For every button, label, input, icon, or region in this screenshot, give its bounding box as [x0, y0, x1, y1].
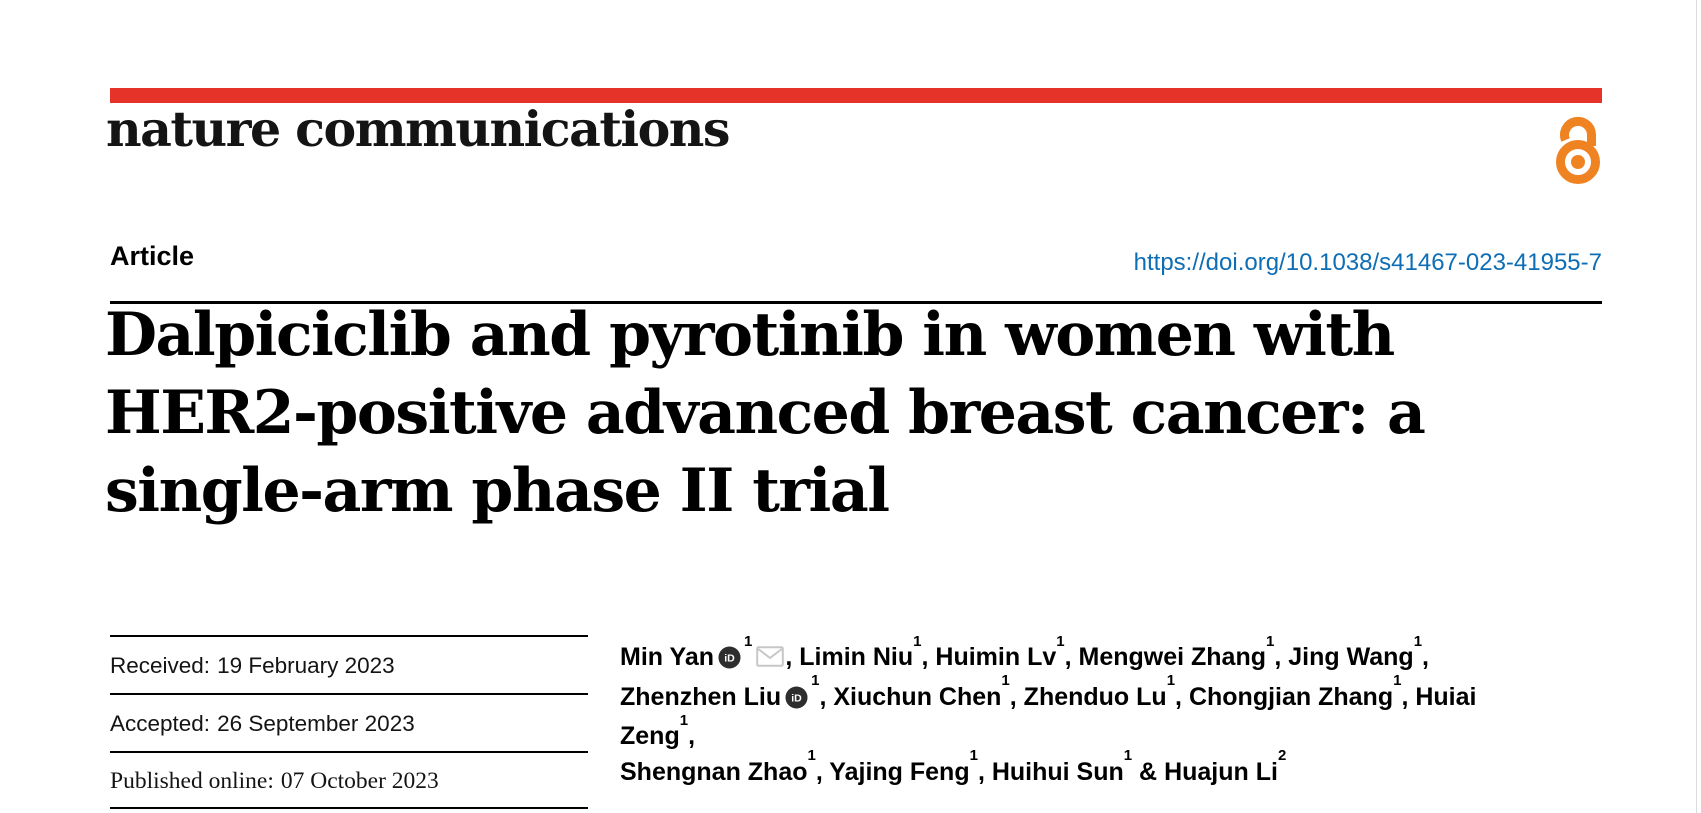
author-name: Chongjian Zhang: [1188, 682, 1394, 711]
orcid-icon[interactable]: iD: [718, 644, 741, 680]
author: Zhenzhen Liu iD 1,: [620, 673, 833, 711]
affiliation-superscript: 1: [1001, 672, 1010, 690]
author: Limin Niu1,: [799, 632, 936, 671]
brand-red-bar: [110, 88, 1602, 103]
affiliation-superscript: 2: [1277, 747, 1287, 765]
published-date-row: Published online: 07 October 2023: [110, 751, 588, 807]
received-label: Received:: [110, 653, 211, 678]
affiliation-superscript: 1: [1266, 632, 1275, 650]
author-name: Yajing Feng: [829, 757, 970, 786]
author: Min Yan iD 1,: [620, 634, 799, 671]
affiliation-superscript: 1: [1413, 632, 1423, 650]
author: Shengnan Zhao1,: [620, 747, 830, 786]
author-name: Limin Niu: [799, 643, 914, 671]
author: Chongjian Zhang1,: [1188, 672, 1416, 711]
article-type-label: Article: [110, 241, 195, 271]
received-value: 19 February 2023: [217, 653, 395, 678]
author-name: Huiai Zeng: [620, 682, 1477, 751]
orcid-icon[interactable]: iD: [785, 684, 808, 720]
author: Xiuchun Chen1,: [833, 672, 1024, 711]
affiliation-superscript: 1: [679, 711, 689, 729]
title-line-1: Dalpiciclib and pyrotinib in women with: [105, 300, 1395, 370]
author-name: Shengnan Zhao: [620, 757, 808, 786]
svg-text:iD: iD: [791, 692, 802, 704]
author-name: Huimin Lv: [935, 643, 1057, 671]
accepted-label: Accepted:: [110, 711, 211, 736]
author: Huimin Lv1,: [935, 632, 1079, 671]
author-name: Zhenduo Lu: [1023, 682, 1167, 711]
title-line-2: HER2-positive advanced breast cancer: a: [105, 378, 1426, 448]
author: Mengwei Zhang1,: [1078, 632, 1289, 671]
doi-link[interactable]: https://doi.org/10.1038/s41467-023-41955…: [1133, 249, 1602, 276]
accepted-date-row: Accepted: 26 September 2023: [110, 693, 588, 751]
author: Jing Wang1,: [1288, 632, 1429, 671]
author-name: Huihui Sun: [991, 757, 1124, 786]
author: Yajing Feng1,: [829, 747, 992, 786]
published-label: Published online:: [110, 767, 274, 794]
affiliation-superscript: 1: [1393, 672, 1402, 690]
author: Huihui Sun1 &: [991, 747, 1165, 786]
affiliation-superscript: 1: [913, 632, 922, 650]
author: Huajun Li2: [1164, 748, 1286, 786]
author-name: Zhenzhen Liu: [620, 682, 782, 711]
received-date-row: Received: 19 February 2023: [110, 635, 588, 693]
journal-logo: nature communications: [106, 100, 731, 158]
affiliation-superscript: 1: [744, 632, 753, 650]
affiliation-superscript: 1: [1166, 672, 1176, 690]
published-value: 07 October 2023: [280, 767, 439, 794]
author-name: Min Yan: [620, 643, 715, 671]
author-name: Huajun Li: [1164, 757, 1278, 786]
article-title: Dalpiciclib and pyrotinib in women with …: [105, 296, 1575, 530]
affiliation-superscript: 1: [811, 672, 820, 690]
author: Zhenduo Lu1,: [1023, 672, 1189, 711]
affiliation-superscript: 1: [1123, 747, 1133, 765]
affiliation-superscript: 1: [969, 747, 978, 765]
author: Huiai Zeng1,: [620, 682, 1477, 751]
title-line-3: single-arm phase II trial: [105, 456, 890, 526]
svg-text:iD: iD: [724, 653, 735, 665]
dates-bottom-rule: [110, 807, 588, 809]
author-name: Mengwei Zhang: [1078, 643, 1267, 671]
author-name: Jing Wang: [1288, 643, 1414, 671]
header-divider-rule: [110, 301, 1602, 304]
author-list: Min Yan iD 1, Limin Niu1, Huimin Lv1, Meng…: [620, 632, 1525, 790]
affiliation-superscript: 1: [1056, 632, 1065, 650]
email-icon[interactable]: [756, 642, 785, 678]
dates-panel: Received: 19 February 2023 Accepted: 26 …: [110, 635, 588, 809]
affiliation-superscript: 1: [807, 747, 816, 765]
accepted-value: 26 September 2023: [217, 711, 415, 736]
author-name: Xiuchun Chen: [833, 682, 1002, 711]
page-right-edge: [1696, 0, 1697, 813]
open-access-icon: [1551, 110, 1603, 191]
